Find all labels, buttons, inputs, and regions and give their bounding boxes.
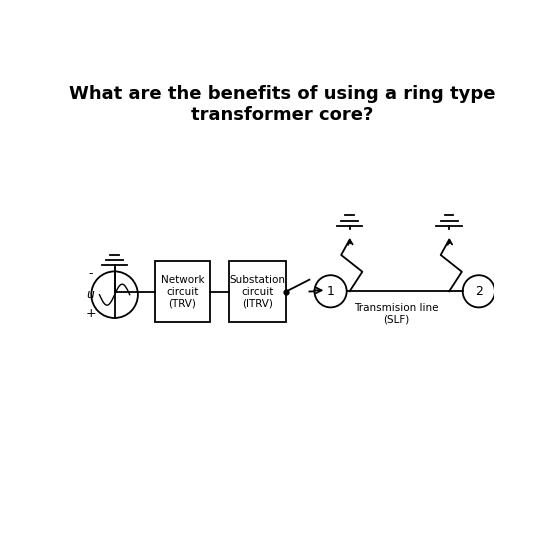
Bar	[229, 261, 286, 322]
Text: Transmision line
(SLF): Transmision line (SLF)	[354, 303, 438, 324]
Text: Substation
circuit
(ITRV): Substation circuit (ITRV)	[229, 275, 285, 308]
Text: u: u	[86, 288, 95, 301]
Text: Network
circuit
(TRV): Network circuit (TRV)	[161, 275, 204, 308]
Text: 2: 2	[475, 285, 483, 298]
Bar	[155, 261, 210, 322]
Text: +: +	[85, 307, 96, 320]
Text: 1: 1	[327, 285, 334, 298]
Text: -: -	[88, 267, 93, 280]
Text: What are the benefits of using a ring type
transformer core?: What are the benefits of using a ring ty…	[69, 85, 495, 124]
